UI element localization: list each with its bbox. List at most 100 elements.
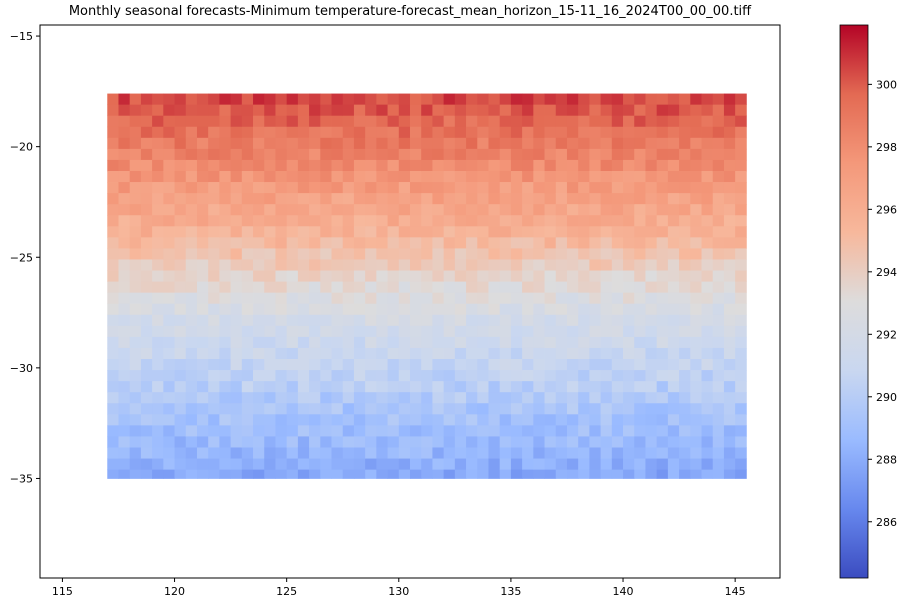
heatmap-cell [522,458,534,471]
heatmap-cell [701,226,714,238]
heatmap-cell [634,126,646,139]
heatmap-cell [376,193,388,205]
heatmap-cell [432,325,445,338]
heatmap-cell [365,381,377,393]
heatmap-cell [185,115,198,128]
heatmap-cell [656,104,669,117]
heatmap-cell [712,126,725,139]
heatmap-cell [611,425,624,437]
heatmap-cell [118,104,131,117]
heatmap-cell [365,325,377,338]
y-tick-label: −35 [10,472,33,485]
heatmap-cell [196,137,209,150]
heatmap-cell [163,237,175,249]
heatmap-cell [320,303,332,316]
heatmap-cell [353,215,366,227]
heatmap-cell [701,115,714,128]
heatmap-cell [185,292,198,305]
heatmap-cell [163,314,175,327]
heatmap-cell [376,159,388,172]
heatmap-cell [152,248,164,260]
heatmap-cell [331,193,344,205]
heatmap-cell [320,126,332,139]
heatmap-cell [510,159,523,172]
heatmap-cell [499,226,512,238]
heatmap-cell [611,458,624,471]
heatmap-cell [353,381,366,393]
heatmap-cell [723,436,736,448]
heatmap-cell [320,281,332,294]
heatmap-cell [264,104,276,117]
heatmap-cell [679,259,691,271]
heatmap-cell [163,270,175,282]
heatmap-cell [544,126,557,139]
heatmap-cell [656,447,669,459]
heatmap-cell [320,436,332,448]
heatmap-cell [398,226,411,238]
heatmap-cell [466,414,478,426]
heatmap-cell [342,381,355,393]
heatmap-cell [533,436,545,448]
heatmap-cell [712,458,725,471]
heatmap-cell [376,259,388,271]
heatmap-cell [477,370,489,382]
heatmap-cell [230,414,243,426]
heatmap-cell [342,403,355,415]
heatmap-cell [208,425,220,437]
heatmap-cell [701,270,714,282]
heatmap-cell [118,126,131,139]
heatmap-cell [679,204,691,216]
heatmap-cell [735,159,747,172]
heatmap-cell [522,447,534,459]
heatmap-cell [421,170,433,183]
heatmap-cell [140,370,153,382]
heatmap-cell [701,281,714,294]
heatmap-cell [611,182,624,194]
heatmap-cell [578,281,590,294]
heatmap-cell [712,425,725,437]
heatmap-cell [712,392,725,404]
heatmap-cell [342,215,355,227]
heatmap-cell [634,403,646,415]
heatmap-cell [376,458,388,471]
heatmap-cell [499,137,512,150]
heatmap-cell [219,314,231,327]
heatmap-cell [376,292,388,305]
heatmap-cell [331,414,344,426]
heatmap-cell [353,237,366,249]
heatmap-cell [376,93,388,106]
heatmap-cell [174,170,187,183]
heatmap-cell [342,458,355,471]
heatmap-cell [656,270,669,282]
heatmap-cell [544,204,557,216]
heatmap-cell [701,193,714,205]
heatmap-cell [163,115,175,128]
heatmap-cell [118,193,131,205]
heatmap-cell [185,259,198,271]
heatmap-cell [208,270,220,282]
heatmap-cell [454,359,467,371]
heatmap-cell [297,93,310,106]
heatmap-cell [275,292,288,305]
heatmap-cell [533,403,545,415]
heatmap-cell [331,237,344,249]
heatmap-cell [600,170,613,183]
heatmap-cell [667,115,680,128]
heatmap-cell [152,370,164,382]
heatmap-cell [544,259,557,271]
heatmap-cell [578,215,590,227]
heatmap-cell [387,193,400,205]
heatmap-cell [342,347,355,360]
heatmap-cell [634,170,646,183]
heatmap-cell [208,347,220,360]
heatmap-cell [264,93,276,106]
heatmap-cell [589,458,601,471]
heatmap-cell [342,170,355,183]
heatmap-cell [522,248,534,260]
heatmap-cell [286,403,299,415]
heatmap-cell [701,303,714,316]
heatmap-cell [297,336,310,349]
heatmap-cell [477,392,489,404]
heatmap-cell [589,347,601,360]
heatmap-cell [264,115,276,128]
